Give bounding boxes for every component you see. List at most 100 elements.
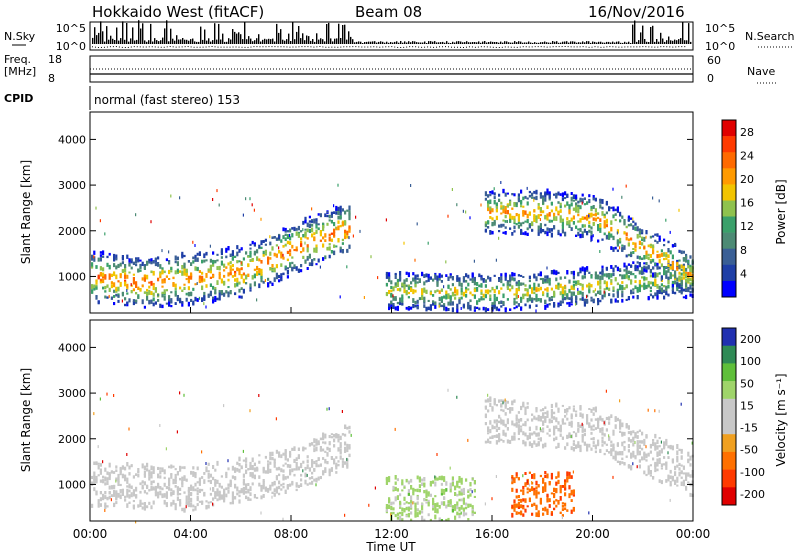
heatmap-cell [135,494,138,499]
noise-bar [92,37,94,44]
heatmap-cell [394,486,397,490]
heatmap-cell [168,298,171,303]
heatmap-cell [412,272,415,276]
heatmap-cell [581,198,584,204]
heatmap-cell [462,501,465,505]
heatmap-cell [660,440,662,444]
heatmap-cell [324,467,327,470]
heatmap-cell [322,436,325,441]
heatmap-cell [636,233,639,239]
heatmap-cell [638,246,641,250]
heatmap-cell [432,480,435,484]
noise-bar [396,41,398,44]
heatmap-cell [236,467,239,472]
heatmap-cell [524,220,527,223]
heatmap-cell [341,208,344,212]
heatmap-cell [308,220,311,223]
heatmap-cell [498,301,501,305]
heatmap-cell [526,227,529,231]
heatmap-cell [480,291,483,295]
heatmap-cell [258,268,261,274]
heatmap-cell [601,265,604,269]
heatmap-cell [473,495,476,498]
heatmap-cell [667,259,670,263]
heatmap-cell [566,295,569,300]
heatmap-cell [216,498,219,502]
heatmap-cell [513,293,516,296]
heatmap-cell [284,456,287,461]
heatmap-cell [209,292,212,297]
heatmap-cell [104,467,107,472]
heatmap-cell [185,297,188,302]
heatmap-cell [491,217,494,221]
freq-right-tick-top: 60 [707,54,721,67]
heatmap-cell [159,275,162,279]
heatmap-cell [385,274,388,279]
heatmap-cell [528,441,531,447]
heatmap-cell [627,238,630,242]
heatmap-cell [183,266,186,271]
heatmap-cell [229,271,232,275]
heatmap-cell [284,462,287,465]
heatmap-cell [313,448,316,453]
heatmap-cell [196,503,199,507]
heatmap-cell [385,482,388,485]
heatmap-cell [302,460,305,464]
y-tick-label: 4000 [58,341,86,354]
heatmap-cell [344,461,347,465]
heatmap-cell [95,491,98,496]
heatmap-cell [429,480,432,486]
heatmap-cell [157,262,160,267]
heatmap-cell [124,281,127,287]
heatmap-cell [557,471,560,475]
heatmap-cell [577,231,580,237]
heatmap-cell [568,204,571,210]
heatmap-cell [238,288,241,293]
heatmap-cell [93,284,96,288]
heatmap-cell [315,218,318,222]
noise-bar [194,41,196,44]
colorbar-frame [721,327,737,506]
heatmap-cell [555,277,558,282]
noise-bar [286,39,288,44]
heatmap-cell [179,487,182,491]
heatmap-cell [440,493,443,496]
heatmap-cell [504,226,507,229]
heatmap-cell [572,447,575,452]
heatmap-cell [196,497,199,502]
heatmap-cell [130,283,132,287]
heatmap-cell [454,289,457,294]
heatmap-cell [333,444,336,448]
noise-bar [602,42,604,44]
heatmap-cell [467,302,470,308]
heatmap-cell [493,399,496,405]
heatmap-cell [592,424,595,428]
heatmap-cell [506,400,509,404]
noise-bar [606,41,608,44]
heatmap-cell [416,277,419,280]
heatmap-cell [513,202,516,207]
heatmap-cell [401,511,404,517]
heatmap-cell [537,510,540,514]
heatmap-cell [456,303,459,307]
heatmap-cell [229,479,232,483]
heatmap-cell [139,490,142,494]
heatmap-cell [487,429,490,433]
heatmap-cell [438,517,441,522]
noise-bar [400,41,402,44]
heatmap-cell [682,257,685,262]
heatmap-cell [643,271,645,275]
heatmap-cell [269,251,272,256]
heatmap-cell [242,487,245,491]
heatmap-cell [610,220,613,225]
heatmap-cell [108,275,111,280]
heatmap-cell [608,277,611,280]
heatmap-cell [227,486,230,490]
noise-bar [616,41,618,44]
heatmap-cell [113,302,116,306]
heatmap-cell [141,480,144,483]
heatmap-cell [187,495,190,500]
heatmap-cell [513,479,516,484]
heatmap-cell [660,263,663,268]
colorbar-segment [722,469,736,488]
